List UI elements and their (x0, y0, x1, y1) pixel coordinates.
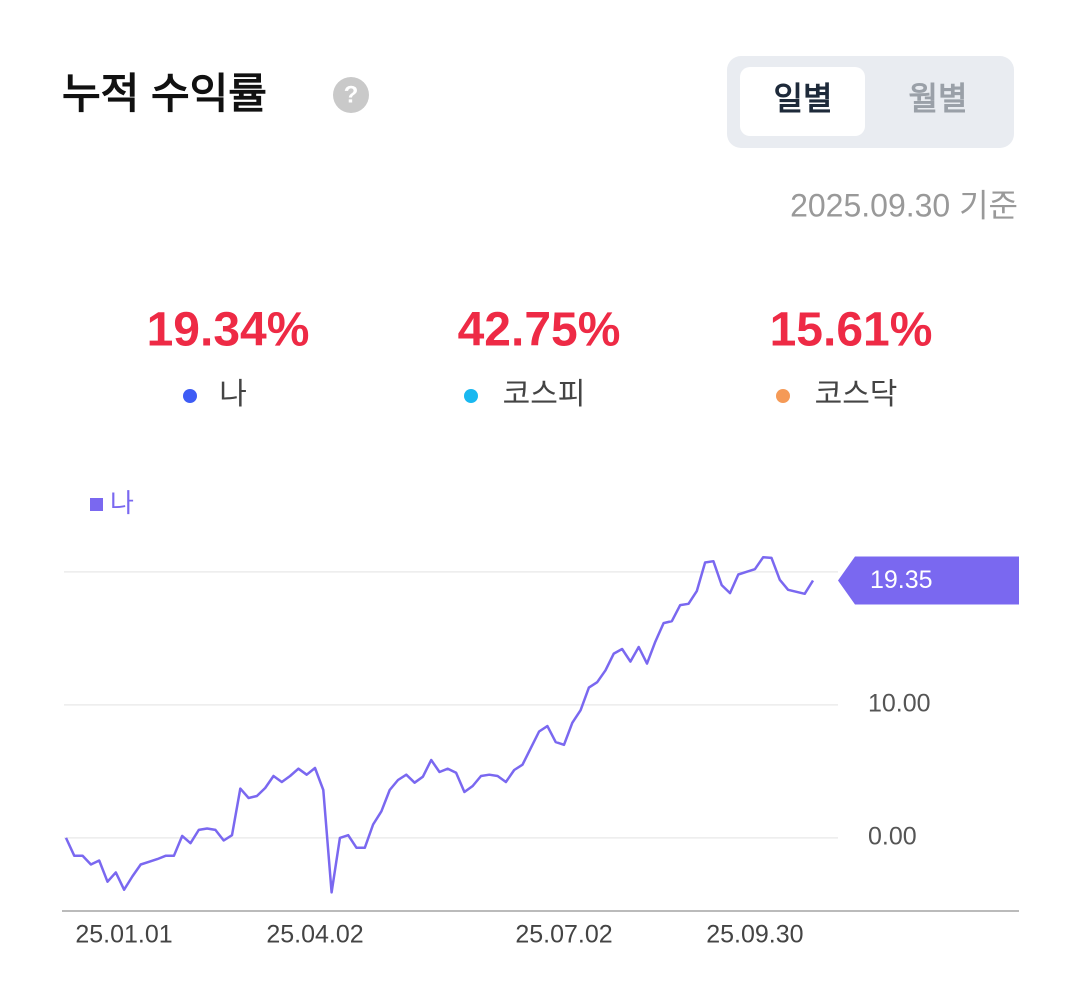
tab-label[interactable]: 월별 (909, 80, 968, 116)
y-tick-label: 10.00 (868, 689, 931, 717)
stat-value: 42.75% (458, 304, 621, 357)
as-of-date: 2025.09.30 기준 (790, 187, 1018, 223)
help-mark: ? (344, 81, 359, 108)
x-tick-label: 25.07.02 (515, 921, 612, 949)
active-tab[interactable] (740, 67, 865, 136)
stat-dot (464, 389, 478, 403)
stat-dot (776, 389, 790, 403)
stat-label: 코스피 (503, 378, 586, 411)
stat-value: 19.34% (147, 304, 310, 357)
x-tick-label: 25.01.01 (75, 921, 172, 949)
legend-label: 나 (110, 488, 134, 518)
last-value-marker (838, 556, 1019, 605)
help-icon[interactable] (333, 77, 369, 113)
legend-swatch (90, 498, 103, 511)
y-tick-label: 0.00 (868, 822, 917, 850)
stat-value: 15.61% (770, 304, 933, 357)
stat-label: 나 (219, 378, 247, 411)
x-tick-label: 25.09.30 (706, 921, 803, 949)
x-tick-label: 25.04.02 (266, 921, 363, 949)
tab-label[interactable]: 일별 (774, 80, 833, 116)
line-series (64, 555, 815, 894)
last-value-label: 19.35 (870, 566, 933, 594)
stat-label: 코스닥 (815, 378, 898, 411)
stat-dot (183, 389, 197, 403)
title: 누적 수익률 (62, 70, 267, 117)
